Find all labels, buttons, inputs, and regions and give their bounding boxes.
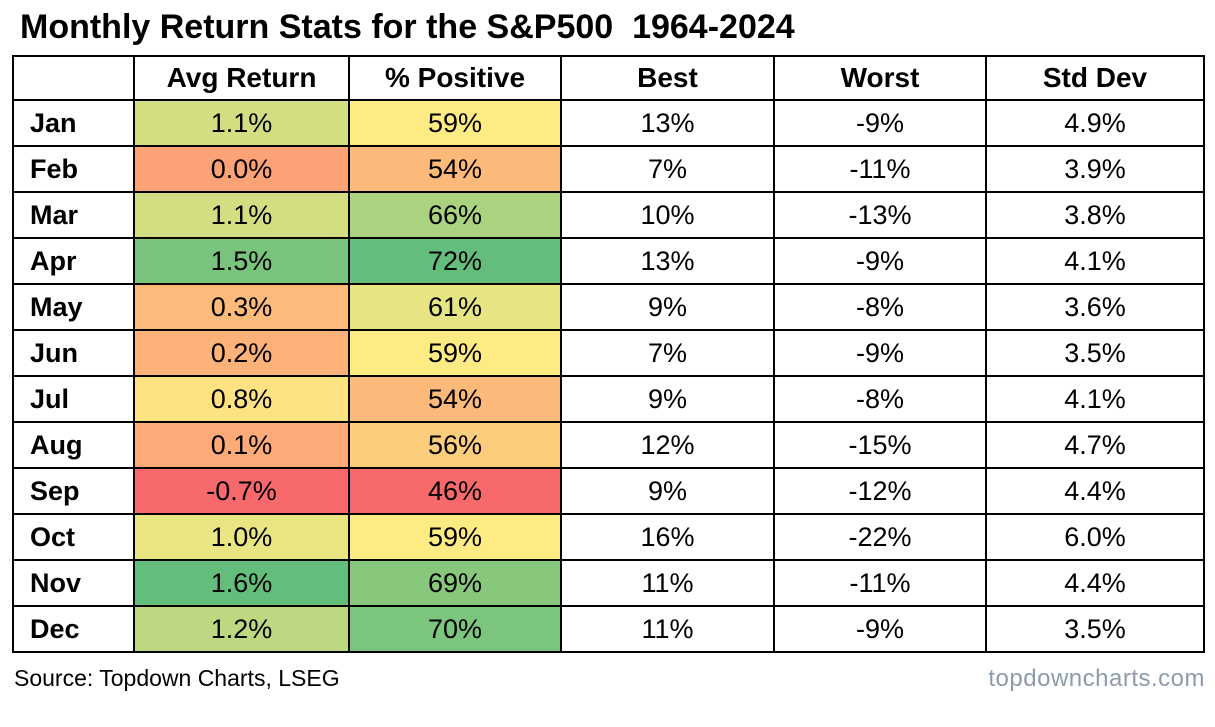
cell-pct-positive: 70% <box>348 605 562 653</box>
cell-avg-return: 0.3% <box>133 283 350 331</box>
cell-std-dev: 4.4% <box>985 467 1205 515</box>
cell-avg-return: 0.1% <box>133 421 350 469</box>
cell-std-dev: 4.9% <box>985 99 1205 147</box>
cell-best: 12% <box>560 421 775 469</box>
table-row: May 0.3% 61% 9% -8% 3.6% <box>12 283 1205 331</box>
cell-worst: -12% <box>773 467 987 515</box>
header-row: Avg Return % Positive Best Worst Std Dev <box>12 55 1205 101</box>
cell-pct-positive: 66% <box>348 191 562 239</box>
cell-best: 13% <box>560 237 775 285</box>
cell-best: 10% <box>560 191 775 239</box>
cell-pct-positive: 59% <box>348 99 562 147</box>
cell-avg-return: 0.8% <box>133 375 350 423</box>
cell-avg-return: 1.6% <box>133 559 350 607</box>
header-worst: Worst <box>773 55 987 101</box>
cell-avg-return: 0.0% <box>133 145 350 193</box>
table-body: Jan 1.1% 59% 13% -9% 4.9% Feb 0.0% 54% 7% -11% 3.9%… <box>12 99 1205 653</box>
cell-std-dev: 3.5% <box>985 605 1205 653</box>
cell-avg-return: 1.1% <box>133 191 350 239</box>
cell-pct-positive: 54% <box>348 375 562 423</box>
cell-std-dev: 4.1% <box>985 375 1205 423</box>
source-note: Source: Topdown Charts, LSEG <box>14 665 340 691</box>
chart-page: Monthly Return Stats for the S&P500 1964… <box>12 8 1207 693</box>
header-pct-positive: % Positive <box>348 55 562 101</box>
cell-std-dev: 6.0% <box>985 513 1205 561</box>
cell-std-dev: 4.1% <box>985 237 1205 285</box>
cell-worst: -11% <box>773 145 987 193</box>
monthly-stats-table: Avg Return % Positive Best Worst Std Dev… <box>12 55 1205 653</box>
header-avg-return: Avg Return <box>133 55 350 101</box>
chart-title: Monthly Return Stats for the S&P500 1964… <box>20 8 795 46</box>
table-row: Mar 1.1% 66% 10% -13% 3.8% <box>12 191 1205 239</box>
cell-worst: -9% <box>773 605 987 653</box>
cell-avg-return: 1.1% <box>133 99 350 147</box>
row-month-label: Jul <box>12 375 135 423</box>
cell-pct-positive: 56% <box>348 421 562 469</box>
table-row: Jan 1.1% 59% 13% -9% 4.9% <box>12 99 1205 147</box>
cell-avg-return: 1.5% <box>133 237 350 285</box>
table-row: Sep -0.7% 46% 9% -12% 4.4% <box>12 467 1205 515</box>
header-best: Best <box>560 55 775 101</box>
header-std-dev: Std Dev <box>985 55 1205 101</box>
table-row: Jul 0.8% 54% 9% -8% 4.1% <box>12 375 1205 423</box>
row-month-label: Apr <box>12 237 135 285</box>
row-month-label: Dec <box>12 605 135 653</box>
row-month-label: Oct <box>12 513 135 561</box>
table-row: Oct 1.0% 59% 16% -22% 6.0% <box>12 513 1205 561</box>
cell-worst: -9% <box>773 99 987 147</box>
cell-pct-positive: 59% <box>348 513 562 561</box>
cell-std-dev: 3.5% <box>985 329 1205 377</box>
row-month-label: May <box>12 283 135 331</box>
cell-best: 7% <box>560 329 775 377</box>
footer: Source: Topdown Charts, LSEG topdownchar… <box>12 665 1207 693</box>
cell-avg-return: 1.0% <box>133 513 350 561</box>
row-month-label: Feb <box>12 145 135 193</box>
cell-pct-positive: 54% <box>348 145 562 193</box>
table-row: Aug 0.1% 56% 12% -15% 4.7% <box>12 421 1205 469</box>
cell-std-dev: 4.7% <box>985 421 1205 469</box>
row-month-label: Sep <box>12 467 135 515</box>
cell-best: 13% <box>560 99 775 147</box>
header-month <box>12 55 135 101</box>
cell-worst: -9% <box>773 329 987 377</box>
cell-best: 7% <box>560 145 775 193</box>
cell-std-dev: 3.8% <box>985 191 1205 239</box>
cell-worst: -15% <box>773 421 987 469</box>
cell-std-dev: 4.4% <box>985 559 1205 607</box>
row-month-label: Mar <box>12 191 135 239</box>
table-row: Dec 1.2% 70% 11% -9% 3.5% <box>12 605 1205 653</box>
row-month-label: Jun <box>12 329 135 377</box>
cell-avg-return: 0.2% <box>133 329 350 377</box>
cell-avg-return: -0.7% <box>133 467 350 515</box>
cell-best: 9% <box>560 283 775 331</box>
cell-worst: -8% <box>773 375 987 423</box>
cell-best: 9% <box>560 375 775 423</box>
cell-best: 16% <box>560 513 775 561</box>
cell-avg-return: 1.2% <box>133 605 350 653</box>
cell-worst: -22% <box>773 513 987 561</box>
table-row: Nov 1.6% 69% 11% -11% 4.4% <box>12 559 1205 607</box>
website-watermark: topdowncharts.com <box>988 665 1205 692</box>
table-row: Jun 0.2% 59% 7% -9% 3.5% <box>12 329 1205 377</box>
cell-best: 9% <box>560 467 775 515</box>
cell-pct-positive: 61% <box>348 283 562 331</box>
table-row: Feb 0.0% 54% 7% -11% 3.9% <box>12 145 1205 193</box>
cell-worst: -9% <box>773 237 987 285</box>
cell-pct-positive: 72% <box>348 237 562 285</box>
cell-best: 11% <box>560 605 775 653</box>
row-month-label: Jan <box>12 99 135 147</box>
row-month-label: Nov <box>12 559 135 607</box>
cell-worst: -8% <box>773 283 987 331</box>
cell-pct-positive: 46% <box>348 467 562 515</box>
cell-best: 11% <box>560 559 775 607</box>
cell-pct-positive: 69% <box>348 559 562 607</box>
cell-worst: -11% <box>773 559 987 607</box>
cell-pct-positive: 59% <box>348 329 562 377</box>
cell-worst: -13% <box>773 191 987 239</box>
cell-std-dev: 3.9% <box>985 145 1205 193</box>
table-row: Apr 1.5% 72% 13% -9% 4.1% <box>12 237 1205 285</box>
cell-std-dev: 3.6% <box>985 283 1205 331</box>
row-month-label: Aug <box>12 421 135 469</box>
